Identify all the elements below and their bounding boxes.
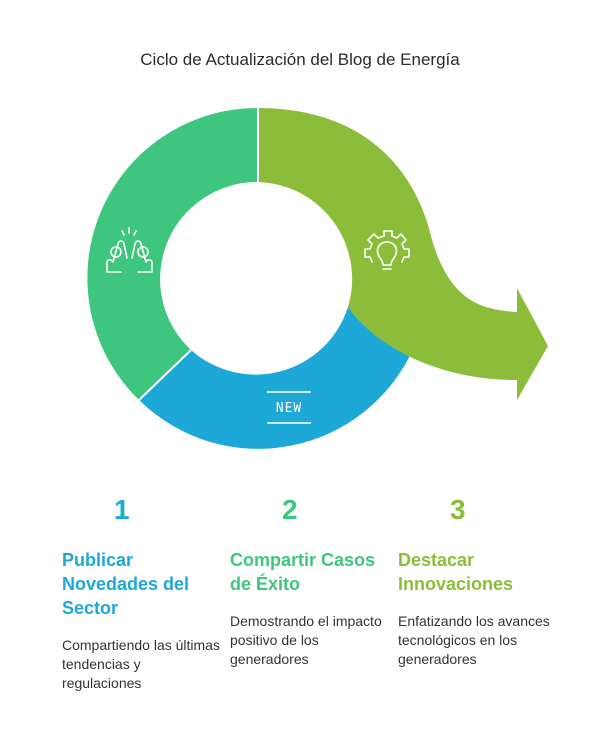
step-description: Demostrando el impacto positivo de los g…: [230, 613, 382, 667]
step-publicar: 1 Publicar Novedades del Sector Comparti…: [62, 490, 222, 693]
step-number: 2: [282, 494, 298, 525]
new-badge-icon: NEW: [267, 391, 311, 424]
step-heading: Destacar Innovaciones: [398, 550, 514, 594]
step-heading: Compartir Casos de Éxito: [230, 550, 376, 594]
diagram-title: Ciclo de Actualización del Blog de Energ…: [140, 50, 460, 69]
step-description: Enfatizando los avances tecnológicos en …: [398, 613, 550, 667]
step-number: 1: [114, 494, 130, 525]
step-heading: Publicar Novedades del Sector: [62, 550, 190, 618]
step-description: Compartiendo las últimas tendencias y re…: [62, 637, 220, 691]
cycle-diagram: NEW: [87, 107, 548, 449]
step-number: 3: [450, 494, 466, 525]
segment-compartir: [87, 107, 258, 400]
segment-publicar: [139, 307, 414, 449]
step-destacar: 3 Destacar Innovaciones Enfatizando los …: [398, 490, 558, 669]
step-compartir: 2 Compartir Casos de Éxito Demostrando e…: [230, 490, 390, 669]
new-badge-text: NEW: [276, 401, 302, 416]
segment-destacar: [258, 108, 548, 400]
gear-lightbulb-icon: [364, 230, 410, 270]
high-five-icon: [106, 227, 153, 273]
